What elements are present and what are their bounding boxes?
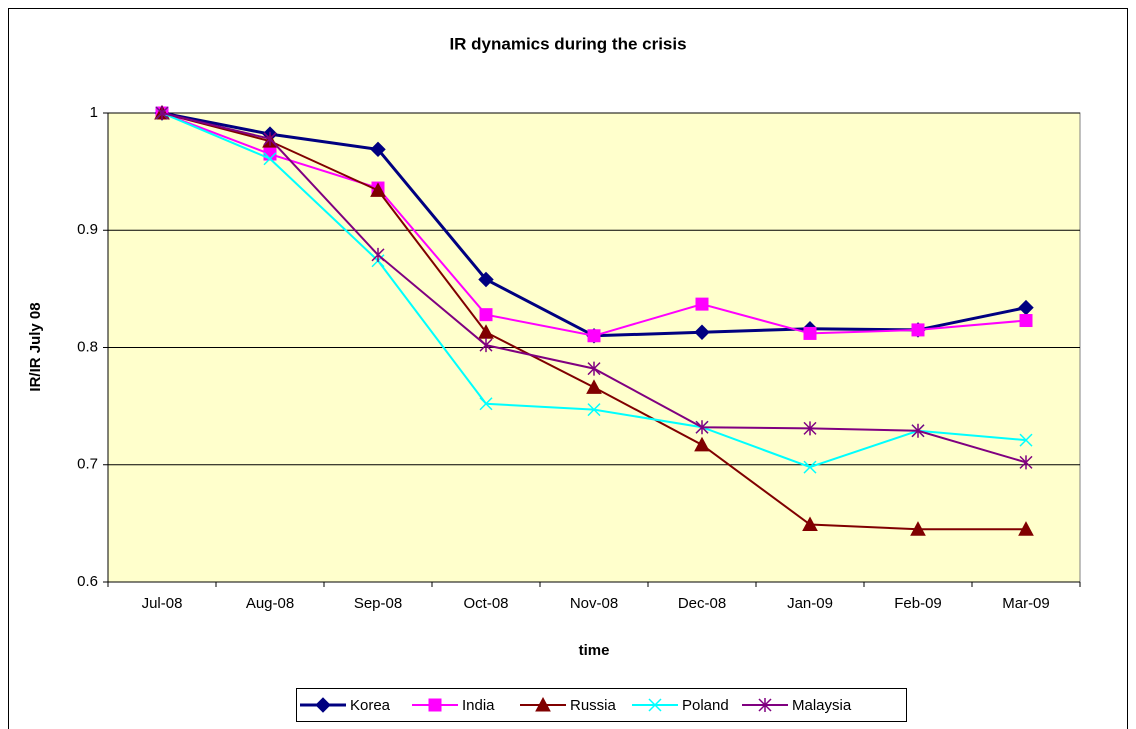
marker — [371, 247, 385, 262]
marker — [315, 697, 331, 713]
x-tick-label: Oct-08 — [463, 595, 508, 612]
marker — [263, 131, 277, 146]
marker — [587, 329, 601, 343]
marker — [586, 379, 602, 394]
marker — [803, 326, 817, 340]
y-tick-label: 0.7 — [77, 456, 98, 473]
marker — [370, 141, 386, 158]
x-tick-label: Jan-09 — [787, 595, 833, 612]
x-tick-label: Mar-09 — [1002, 595, 1050, 612]
y-tick-label: 0.9 — [77, 221, 98, 238]
x-axis-label: time — [579, 642, 610, 659]
legend-label: India — [462, 697, 495, 714]
marker — [478, 271, 494, 288]
marker — [535, 696, 551, 712]
marker — [587, 403, 601, 417]
legend-label: Russia — [570, 697, 617, 714]
marker — [587, 361, 601, 376]
x-tick-label: Dec-08 — [678, 595, 726, 612]
marker — [803, 460, 817, 474]
marker — [1018, 521, 1034, 536]
marker — [910, 521, 926, 536]
legend-label: Poland — [682, 697, 729, 714]
x-tick-label: Aug-08 — [246, 595, 294, 612]
y-axis-label: IR/IR July 08 — [27, 302, 44, 391]
marker — [758, 698, 772, 712]
marker — [155, 106, 169, 120]
marker — [263, 152, 277, 166]
legend-label: Malaysia — [792, 697, 852, 714]
marker — [1019, 314, 1033, 328]
marker — [694, 436, 710, 452]
marker — [1019, 455, 1033, 470]
marker — [695, 420, 709, 435]
legend-box — [296, 688, 907, 722]
marker — [803, 421, 817, 436]
marker — [370, 182, 386, 197]
x-tick-label: Jul-08 — [142, 595, 183, 612]
marker — [694, 324, 710, 340]
x-tick-label: Nov-08 — [570, 595, 618, 612]
marker — [911, 423, 925, 438]
marker — [428, 698, 442, 712]
marker — [911, 323, 925, 337]
x-tick-label: Sep-08 — [354, 595, 402, 612]
marker — [479, 308, 493, 322]
marker — [1019, 433, 1033, 447]
chart-title: IR dynamics during the crisis — [449, 34, 686, 53]
marker — [479, 338, 493, 353]
legend-label: Korea — [350, 697, 391, 714]
marker — [479, 397, 493, 411]
x-tick-label: Feb-09 — [894, 595, 942, 612]
marker — [648, 698, 662, 712]
marker — [802, 516, 818, 532]
y-tick-label: 0.6 — [77, 573, 98, 590]
marker — [695, 297, 709, 311]
y-tick-label: 1 — [90, 104, 98, 121]
y-tick-label: 0.8 — [77, 338, 98, 355]
